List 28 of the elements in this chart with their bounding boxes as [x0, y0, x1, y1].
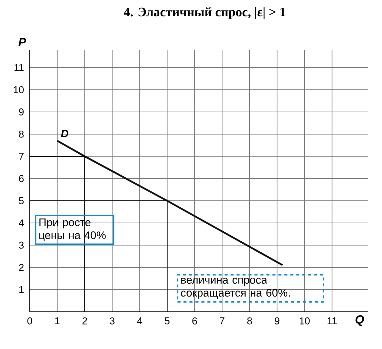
x-tick-label: 1	[55, 318, 60, 324]
y-tick-label: 1	[20, 286, 24, 294]
chart-title: 4. Эластичный спрос, |ε| > 1	[124, 8, 286, 20]
y-tick-label: 4	[19, 220, 24, 227]
x-tick-label: 2	[82, 318, 88, 325]
x-tick-label: 5	[165, 318, 170, 325]
x-tick-label: 0	[28, 318, 32, 325]
x-axis-title: Q	[356, 316, 364, 326]
x-tick-label: 11	[328, 318, 337, 324]
x-tick-label: 9	[275, 318, 280, 325]
y-tick-label: 9	[19, 108, 24, 116]
x-tick-label: 7	[220, 318, 225, 324]
x-tick-label: 3	[110, 318, 115, 325]
x-tick-label: 4	[137, 318, 142, 324]
series-label: D	[61, 130, 69, 138]
y-axis-title: P	[18, 38, 26, 46]
y-tick-label: 11	[14, 64, 24, 72]
x-tick-label: 8	[248, 318, 252, 325]
y-tick-label: 8	[19, 130, 24, 138]
y-tick-label: 3	[19, 242, 24, 249]
y-tick-label: 2	[19, 264, 24, 272]
annotation: величина спроса сокращается на 60%.	[181, 278, 290, 300]
y-tick-label: 6	[19, 175, 24, 182]
y-tick-label: 10	[14, 86, 24, 94]
x-tick-label: 10	[300, 318, 310, 325]
y-tick-label: 7	[19, 153, 24, 160]
x-tick-label: 6	[192, 318, 198, 325]
y-tick-label: 5	[19, 198, 24, 204]
